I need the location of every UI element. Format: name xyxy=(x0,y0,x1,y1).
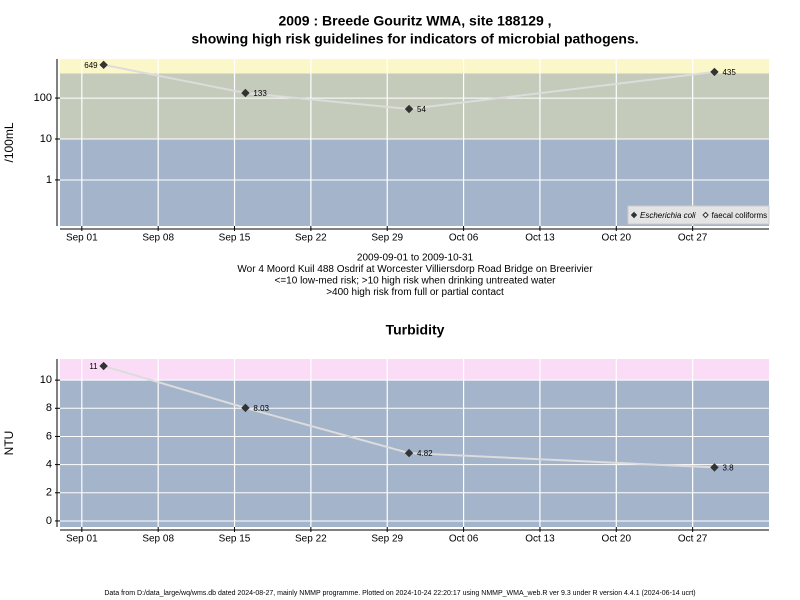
value-label: 133 xyxy=(253,89,267,98)
value-label: 3.8 xyxy=(722,464,734,473)
x-tick-label: Oct 13 xyxy=(525,534,555,545)
x-tick-label: Oct 06 xyxy=(449,233,479,244)
x-tick-label: Oct 27 xyxy=(678,233,708,244)
y-tick-label: 8 xyxy=(46,402,52,414)
x-tick-label: Oct 13 xyxy=(525,233,555,244)
note: 2009-09-01 to 2009-10-31 xyxy=(357,253,474,264)
value-label: 435 xyxy=(722,68,736,77)
legend-marker xyxy=(702,211,709,219)
y-tick-label: 6 xyxy=(46,430,52,442)
footer: Data from D:/data_large/wq/wms.db dated … xyxy=(104,590,695,597)
series-line xyxy=(103,63,715,111)
y-tick-label: 0 xyxy=(46,515,52,527)
y-tick-label: 2 xyxy=(46,487,52,499)
value-label: 8.03 xyxy=(253,404,269,413)
data-point xyxy=(99,361,108,371)
y-axis-label: /100mL xyxy=(2,122,16,162)
data-point xyxy=(710,463,719,472)
risk-band xyxy=(60,73,769,140)
x-tick-label: Sep 01 xyxy=(66,534,98,545)
note: Wor 4 Moord Kuil 488 Osdrif at Worcester… xyxy=(237,264,593,275)
series-line xyxy=(103,365,715,469)
value-label: 649 xyxy=(84,61,98,70)
value-label: 4.82 xyxy=(417,449,433,458)
legend-label: Escherichia coli xyxy=(640,211,696,220)
y-tick-label: 10 xyxy=(40,133,52,145)
x-tick-label: Sep 29 xyxy=(371,534,403,545)
x-tick-label: Oct 20 xyxy=(602,233,632,244)
x-tick-label: Sep 08 xyxy=(142,534,174,545)
legend-label: faecal coliforms xyxy=(712,211,768,220)
legend xyxy=(627,205,770,225)
legend-marker xyxy=(630,211,638,219)
y-tick-label: 100 xyxy=(34,92,52,104)
x-tick-label: Sep 22 xyxy=(295,233,327,244)
y-tick-label: 4 xyxy=(46,459,52,471)
chart-title: showing high risk guidelines for indicat… xyxy=(191,31,638,47)
y-tick-label: 1 xyxy=(46,174,52,186)
x-tick-label: Sep 01 xyxy=(66,233,98,244)
y-axis-label: NTU xyxy=(2,431,16,456)
data-point xyxy=(404,448,414,458)
risk-band xyxy=(60,59,769,74)
data-point xyxy=(404,104,414,114)
data-point xyxy=(241,88,250,98)
x-tick-label: Sep 22 xyxy=(295,534,327,545)
risk-band xyxy=(60,359,769,381)
x-tick-label: Oct 20 xyxy=(602,534,632,545)
x-tick-label: Oct 06 xyxy=(449,534,479,545)
note: <=10 low-med risk; >10 high risk when dr… xyxy=(275,276,557,287)
data-point xyxy=(99,60,108,70)
value-label: 54 xyxy=(417,105,426,114)
x-tick-label: Sep 15 xyxy=(219,233,251,244)
note: >400 high risk from full or partial cont… xyxy=(326,287,504,298)
chart-title: Turbidity xyxy=(386,322,445,338)
x-tick-label: Sep 29 xyxy=(371,233,403,244)
chart-title: 2009 : Breede Gouritz WMA, site 188129 , xyxy=(278,13,551,29)
value-label: 11 xyxy=(89,362,98,371)
x-tick-label: Sep 15 xyxy=(219,534,251,545)
x-tick-label: Oct 27 xyxy=(678,534,708,545)
y-tick-label: 10 xyxy=(40,374,52,386)
data-point xyxy=(241,403,250,413)
data-point xyxy=(710,67,719,77)
x-tick-label: Sep 08 xyxy=(142,233,174,244)
